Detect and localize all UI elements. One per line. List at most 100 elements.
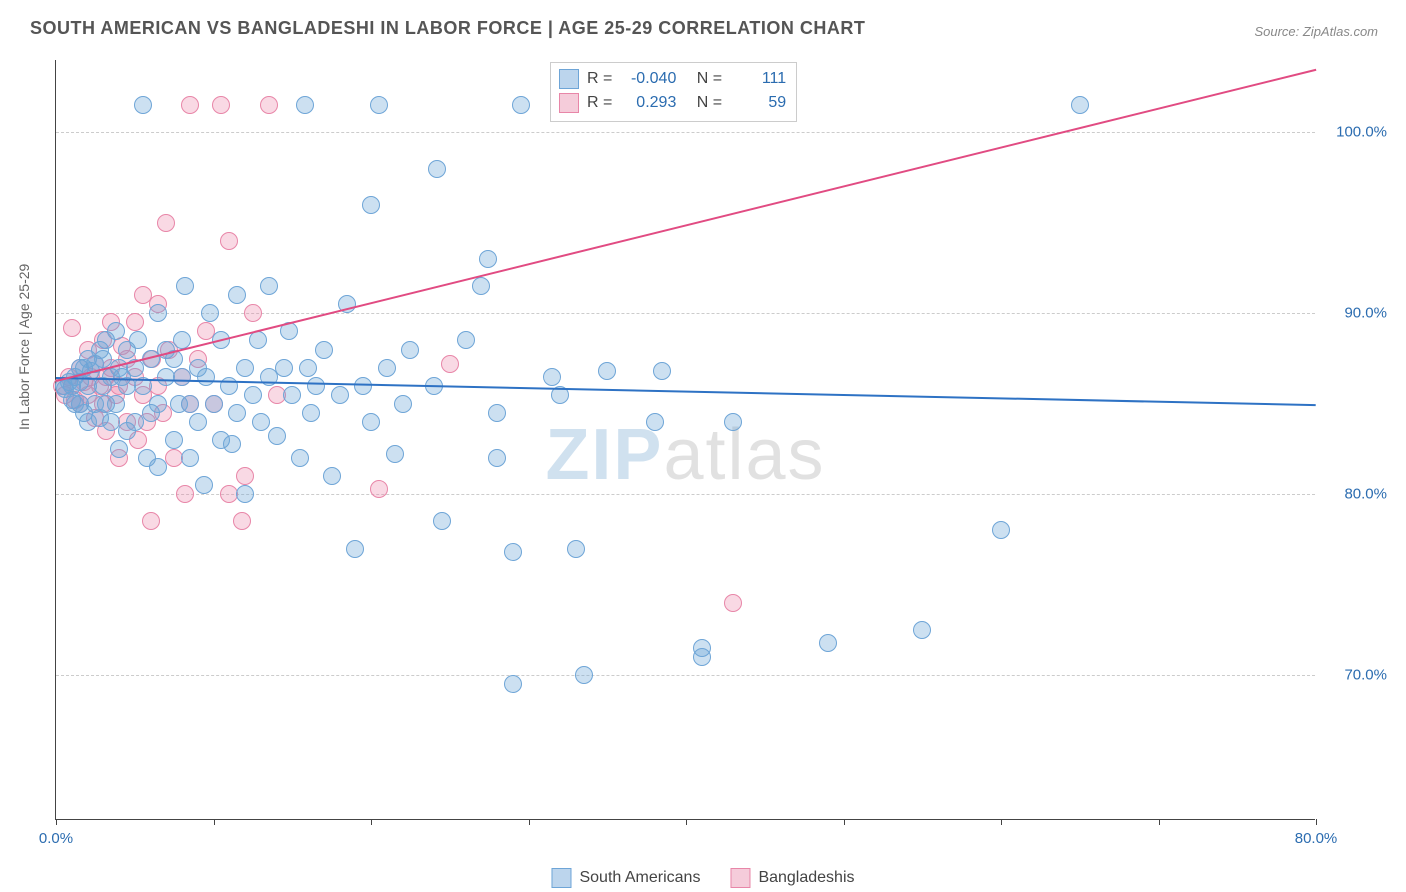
data-point-bangladeshis bbox=[176, 485, 194, 503]
r-label: R = bbox=[587, 67, 612, 91]
data-point-south_americans bbox=[244, 386, 262, 404]
y-tick-label: 70.0% bbox=[1344, 667, 1387, 684]
r-value: -0.040 bbox=[620, 67, 676, 91]
data-point-south_americans bbox=[129, 331, 147, 349]
data-point-south_americans bbox=[512, 96, 530, 114]
data-point-south_americans bbox=[249, 331, 267, 349]
data-point-south_americans bbox=[646, 413, 664, 431]
legend-item-bangladeshi: Bangladeshis bbox=[730, 868, 854, 888]
watermark-zip: ZIP bbox=[545, 415, 663, 495]
data-point-south_americans bbox=[479, 250, 497, 268]
x-tick-mark bbox=[56, 819, 57, 825]
data-point-bangladeshis bbox=[181, 96, 199, 114]
y-tick-label: 90.0% bbox=[1344, 305, 1387, 322]
data-point-south_americans bbox=[195, 476, 213, 494]
data-point-bangladeshis bbox=[233, 512, 251, 530]
swatch-south-american bbox=[559, 69, 579, 89]
y-tick-label: 100.0% bbox=[1336, 124, 1387, 141]
data-point-bangladeshis bbox=[260, 96, 278, 114]
data-point-south_americans bbox=[575, 666, 593, 684]
data-point-south_americans bbox=[291, 449, 309, 467]
data-point-south_americans bbox=[488, 449, 506, 467]
y-axis-label: In Labor Force | Age 25-29 bbox=[16, 264, 32, 430]
data-point-south_americans bbox=[504, 675, 522, 693]
data-point-south_americans bbox=[176, 277, 194, 295]
data-point-south_americans bbox=[149, 458, 167, 476]
data-point-south_americans bbox=[598, 362, 616, 380]
data-point-south_americans bbox=[201, 304, 219, 322]
gridline bbox=[56, 132, 1315, 133]
r-value: 0.293 bbox=[620, 91, 676, 115]
data-point-south_americans bbox=[428, 160, 446, 178]
data-point-south_americans bbox=[107, 322, 125, 340]
data-point-bangladeshis bbox=[370, 480, 388, 498]
data-point-south_americans bbox=[189, 413, 207, 431]
legend-item-south-american: South Americans bbox=[551, 868, 700, 888]
data-point-south_americans bbox=[149, 395, 167, 413]
data-point-south_americans bbox=[386, 445, 404, 463]
r-label: R = bbox=[587, 91, 612, 115]
data-point-south_americans bbox=[433, 512, 451, 530]
x-tick-mark bbox=[529, 819, 530, 825]
scatter-plot-area: ZIPatlas 70.0%80.0%90.0%100.0%0.0%80.0% bbox=[55, 60, 1315, 820]
data-point-south_americans bbox=[378, 359, 396, 377]
data-point-south_americans bbox=[693, 648, 711, 666]
swatch-bangladeshi bbox=[559, 93, 579, 113]
data-point-south_americans bbox=[362, 196, 380, 214]
n-value: 59 bbox=[730, 91, 786, 115]
data-point-bangladeshis bbox=[236, 467, 254, 485]
data-point-south_americans bbox=[819, 634, 837, 652]
data-point-south_americans bbox=[724, 413, 742, 431]
x-tick-mark bbox=[1001, 819, 1002, 825]
data-point-bangladeshis bbox=[212, 96, 230, 114]
data-point-south_americans bbox=[370, 96, 388, 114]
data-point-south_americans bbox=[299, 359, 317, 377]
data-point-south_americans bbox=[913, 621, 931, 639]
legend-swatch-south-american bbox=[551, 868, 571, 888]
data-point-south_americans bbox=[567, 540, 585, 558]
data-point-south_americans bbox=[653, 362, 671, 380]
data-point-south_americans bbox=[149, 304, 167, 322]
data-point-south_americans bbox=[1071, 96, 1089, 114]
data-point-south_americans bbox=[992, 521, 1010, 539]
data-point-south_americans bbox=[394, 395, 412, 413]
data-point-south_americans bbox=[236, 485, 254, 503]
data-point-bangladeshis bbox=[220, 232, 238, 250]
data-point-south_americans bbox=[488, 404, 506, 422]
data-point-bangladeshis bbox=[724, 594, 742, 612]
data-point-south_americans bbox=[323, 467, 341, 485]
source-label: Source: ZipAtlas.com bbox=[1254, 24, 1378, 39]
x-tick-mark bbox=[844, 819, 845, 825]
data-point-south_americans bbox=[457, 331, 475, 349]
stat-row-bangladeshi: R = 0.293 N = 59 bbox=[559, 91, 786, 115]
data-point-bangladeshis bbox=[244, 304, 262, 322]
data-point-south_americans bbox=[315, 341, 333, 359]
data-point-south_americans bbox=[331, 386, 349, 404]
legend-label: Bangladeshis bbox=[758, 869, 854, 887]
data-point-south_americans bbox=[268, 427, 286, 445]
x-tick-label: 0.0% bbox=[39, 830, 73, 847]
data-point-south_americans bbox=[181, 449, 199, 467]
data-point-south_americans bbox=[472, 277, 490, 295]
data-point-south_americans bbox=[165, 431, 183, 449]
n-value: 111 bbox=[730, 67, 786, 91]
data-point-south_americans bbox=[362, 413, 380, 431]
y-tick-label: 80.0% bbox=[1344, 486, 1387, 503]
data-point-south_americans bbox=[401, 341, 419, 359]
correlation-stats-box: R = -0.040 N = 111 R = 0.293 N = 59 bbox=[550, 62, 797, 122]
data-point-bangladeshis bbox=[126, 313, 144, 331]
data-point-bangladeshis bbox=[142, 512, 160, 530]
legend-swatch-bangladeshi bbox=[730, 868, 750, 888]
data-point-south_americans bbox=[223, 435, 241, 453]
data-point-south_americans bbox=[260, 277, 278, 295]
data-point-south_americans bbox=[107, 395, 125, 413]
data-point-south_americans bbox=[181, 395, 199, 413]
gridline bbox=[56, 675, 1315, 676]
data-point-south_americans bbox=[543, 368, 561, 386]
x-tick-mark bbox=[1159, 819, 1160, 825]
data-point-south_americans bbox=[228, 404, 246, 422]
data-point-south_americans bbox=[134, 96, 152, 114]
data-point-south_americans bbox=[346, 540, 364, 558]
data-point-south_americans bbox=[236, 359, 254, 377]
stat-row-south-american: R = -0.040 N = 111 bbox=[559, 67, 786, 91]
